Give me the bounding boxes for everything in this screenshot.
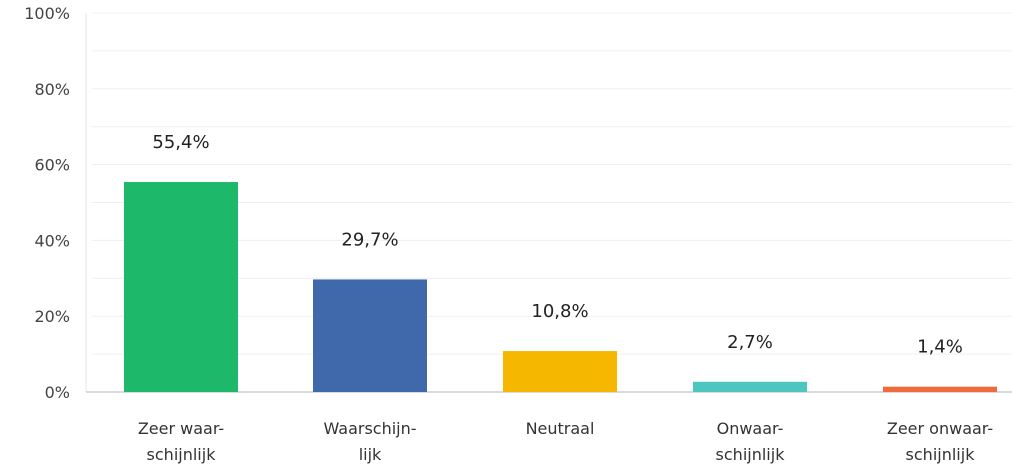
y-tick-label: 80% [34, 80, 70, 99]
category-label: Zeer onwaar-schijnlijk [887, 419, 993, 464]
data-label: 29,7% [341, 229, 398, 250]
data-label: 10,8% [531, 301, 588, 322]
y-tick-label: 40% [34, 231, 70, 250]
category-label: Neutraal [526, 419, 595, 438]
bar [503, 351, 617, 392]
bar [883, 386, 997, 392]
gridlines [92, 12, 1012, 355]
data-label: 2,7% [727, 332, 773, 353]
data-labels: 55,4% 29,7% 10,8% 2,7% 1,4% [152, 132, 962, 358]
y-tick-label: 60% [34, 156, 70, 175]
bar [313, 279, 427, 392]
category-label: Onwaar-schijnlijk [716, 419, 786, 464]
y-tick-label: 20% [34, 307, 70, 326]
bar [124, 182, 238, 392]
y-tick-label: 100% [24, 4, 70, 23]
data-label: 55,4% [152, 132, 209, 153]
category-labels: Zeer waar-schijnlijk Waarschijn-lijk Neutr… [138, 419, 993, 464]
data-label: 1,4% [917, 337, 963, 358]
y-tick-labels: 0% 20% 40% 60% 80% 100% [24, 4, 70, 402]
bar [693, 381, 807, 392]
category-label: Zeer waar-schijnlijk [138, 419, 224, 464]
bars [124, 182, 997, 392]
y-tick-label: 0% [45, 383, 70, 402]
category-label: Waarschijn-lijk [323, 419, 416, 464]
